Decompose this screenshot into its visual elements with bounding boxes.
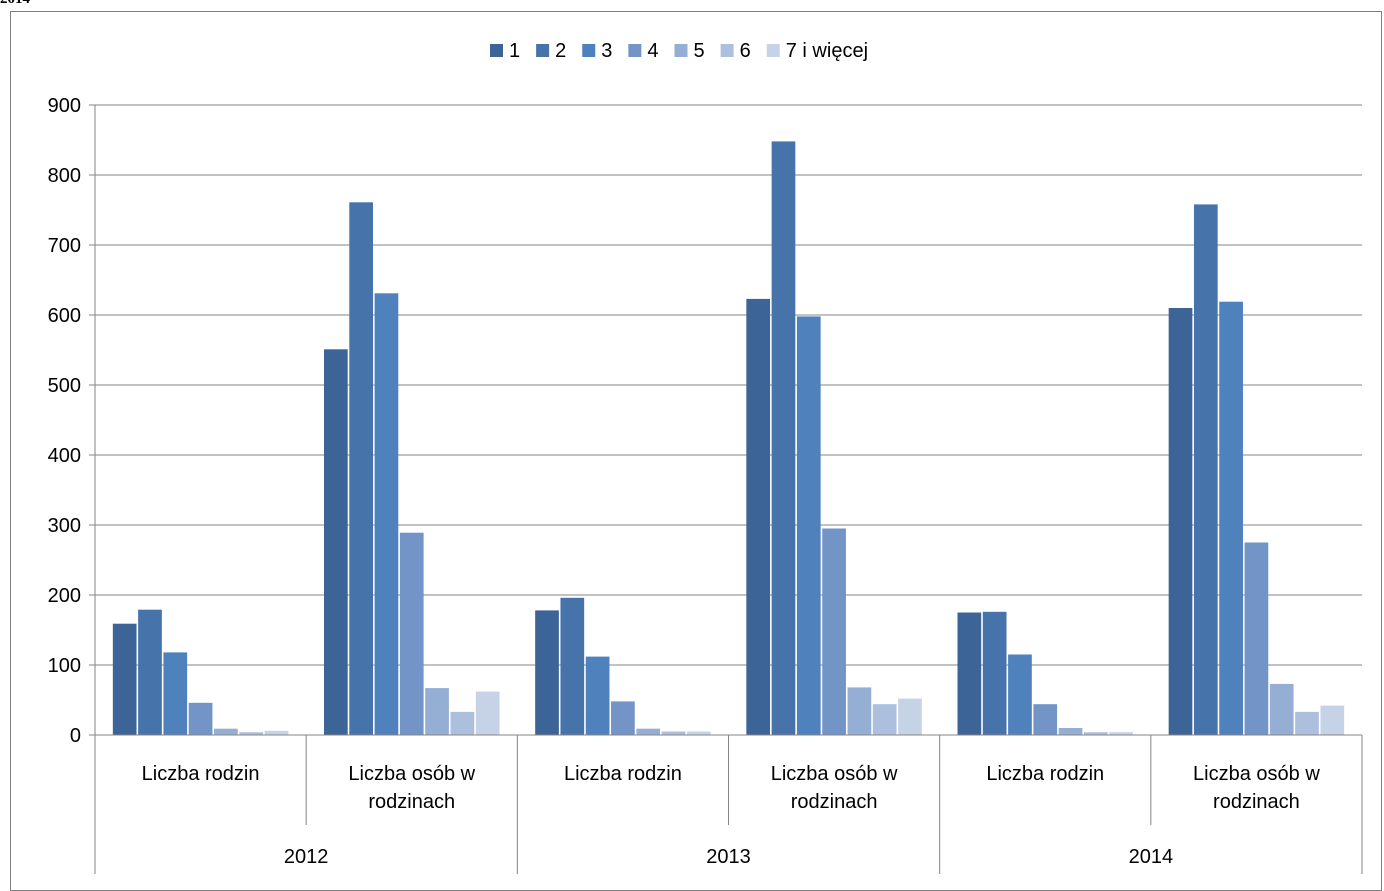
bar-series-2-cat-4 [771,141,796,735]
bar-series-1-cat-5 [957,612,982,735]
bar-series-5-cat-1 [214,728,238,735]
y-tick-label-700: 700 [48,235,81,257]
legend-label-3: 3 [601,40,612,62]
legend-label-5: 5 [694,40,705,62]
bar-series-1-cat-2 [324,349,348,735]
y-tick-label-400: 400 [48,445,81,467]
legend-label-6: 6 [740,40,751,62]
bar-series-6-cat-4 [872,704,897,735]
legend-label-1: 1 [509,40,520,62]
bar-series-1-cat-1 [112,623,137,735]
bar-series-6-cat-6 [1295,711,1319,735]
category-label-3-line-1: Liczba rodzin [564,763,682,785]
bar-series-5-cat-6 [1269,683,1294,735]
bar-series-5-cat-2 [425,688,449,735]
bar-series-6-cat-3 [661,731,686,735]
bar-series-6-cat-5 [1084,732,1108,735]
bar-series-5-cat-3 [636,728,661,735]
chart-frame [10,11,1382,891]
y-tick-label-200: 200 [48,585,81,607]
bar-series-4-cat-3 [611,701,635,735]
bar-series-4-cat-5 [1033,704,1058,735]
bar-series-3-cat-1 [163,652,188,735]
legend-label-7: 7 i więcej [786,40,868,62]
category-label-6-line-2: rodzinach [1213,791,1300,813]
bar-series-5-cat-4 [847,687,872,735]
bar-series-5-cat-5 [1058,728,1083,735]
y-tick-label-300: 300 [48,515,81,537]
category-label-2-line-2: rodzinach [368,791,455,813]
bar-series-6-cat-1 [239,732,264,735]
legend-label-4: 4 [647,40,658,62]
bar-series-6-cat-2 [450,711,475,735]
bar-series-2-cat-1 [138,609,162,735]
category-label-2-line-1: Liczba osób w [348,763,475,785]
bar-series-3-cat-4 [796,316,821,735]
bar-series-7-cat-2 [475,691,500,735]
bar-series-2-cat-6 [1193,204,1218,735]
bar-series-4-cat-6 [1244,542,1269,735]
legend-swatch-3 [582,44,596,57]
bar-series-7-cat-3 [686,731,711,735]
legend-swatch-5 [674,44,688,57]
category-label-1-line-1: Liczba rodzin [142,763,260,785]
bar-series-2-cat-3 [560,597,585,735]
bar-series-3-cat-3 [585,656,610,735]
bar-series-1-cat-6 [1168,308,1193,735]
legend-swatch-7 [766,44,780,57]
bar-series-1-cat-3 [535,610,559,735]
bar-series-4-cat-1 [188,702,213,735]
bar-series-7-cat-5 [1109,732,1133,735]
group-label-2013: 2013 [706,846,751,868]
bar-series-7-cat-6 [1320,705,1345,735]
category-label-4-line-2: rodzinach [791,791,878,813]
category-label-5-line-1: Liczba rodzin [986,763,1104,785]
bar-series-4-cat-2 [399,532,424,735]
bar-series-4-cat-4 [822,528,846,735]
bar-series-3-cat-2 [374,293,399,735]
bar-series-3-cat-5 [1008,654,1032,735]
y-tick-label-600: 600 [48,305,81,327]
legend-swatch-6 [720,44,734,57]
category-label-4-line-1: Liczba osób w [771,763,898,785]
legend-swatch-1 [490,44,503,57]
legend-swatch-2 [536,44,550,57]
y-tick-label-800: 800 [48,165,81,187]
y-tick-label-500: 500 [48,375,81,397]
bar-series-7-cat-1 [264,730,289,735]
bar-series-7-cat-4 [898,698,922,735]
group-label-2012: 2012 [284,846,329,868]
corner-label: 2014 [0,0,30,8]
legend-label-2: 2 [555,40,566,62]
bar-series-1-cat-4 [746,298,771,735]
legend-swatch-4 [628,44,642,57]
y-tick-label-100: 100 [48,655,81,677]
category-label-6-line-1: Liczba osób w [1193,763,1320,785]
group-label-2014: 2014 [1129,846,1174,868]
y-tick-label-900: 900 [48,95,81,117]
bar-series-2-cat-5 [982,611,1007,735]
y-tick-label-0: 0 [70,725,81,747]
bar-series-2-cat-2 [349,202,373,736]
bar-series-3-cat-6 [1219,301,1243,735]
